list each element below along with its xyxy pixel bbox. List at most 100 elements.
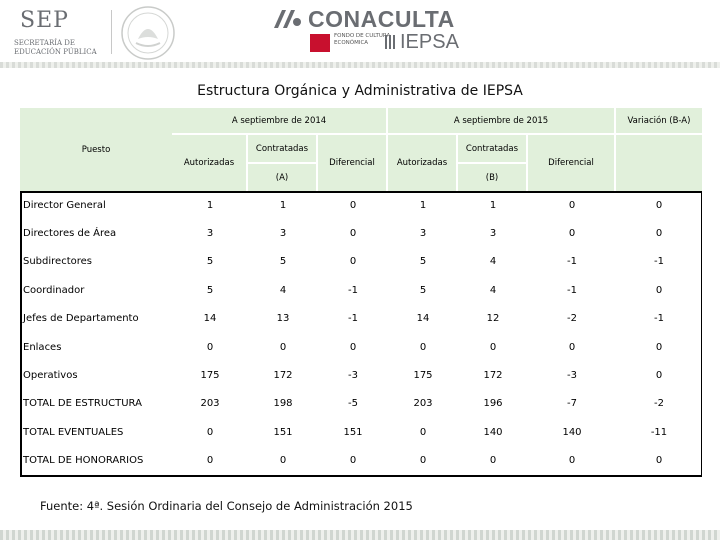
row-value: 0 bbox=[489, 341, 497, 353]
row-value: -1 bbox=[654, 256, 664, 268]
row-value: 3 bbox=[419, 227, 427, 239]
header-divider bbox=[111, 10, 112, 54]
row-label: Director General bbox=[23, 199, 106, 211]
row-value: 0 bbox=[349, 199, 357, 211]
row-value: 175 bbox=[413, 369, 433, 381]
header-autorizadas-2015: Autorizadas bbox=[388, 135, 456, 191]
row-value: -1 bbox=[567, 284, 577, 296]
row-value: 0 bbox=[568, 341, 576, 353]
row-value: 0 bbox=[655, 227, 663, 239]
row-value: -1 bbox=[567, 256, 577, 268]
row-value: -1 bbox=[348, 313, 358, 325]
table-row: Subdirectores 5 5 0 5 4 -1 -1 bbox=[20, 248, 702, 278]
mexico-seal-icon bbox=[121, 6, 175, 60]
row-value: 3 bbox=[279, 227, 287, 239]
header-stripe bbox=[0, 62, 720, 68]
row-value: 5 bbox=[419, 256, 427, 268]
row-value: 1 bbox=[419, 199, 427, 211]
row-value: -11 bbox=[650, 426, 668, 438]
row-value: 0 bbox=[349, 341, 357, 353]
row-value: 0 bbox=[655, 369, 663, 381]
row-value: 0 bbox=[419, 455, 427, 467]
row-value: 140 bbox=[562, 426, 582, 438]
structure-table: Puesto A septiembre de 2014 A septiembre… bbox=[20, 108, 702, 478]
row-value: 0 bbox=[568, 227, 576, 239]
row-label: Enlaces bbox=[23, 341, 62, 353]
row-value: -3 bbox=[348, 369, 358, 381]
table-left-rule bbox=[20, 191, 22, 475]
row-value: 5 bbox=[206, 284, 214, 296]
row-value: 0 bbox=[655, 341, 663, 353]
table-top-rule bbox=[20, 191, 702, 193]
row-value: 1 bbox=[489, 199, 497, 211]
row-value: -3 bbox=[567, 369, 577, 381]
row-value: 172 bbox=[273, 369, 293, 381]
row-value: 0 bbox=[279, 341, 287, 353]
row-value: 151 bbox=[343, 426, 363, 438]
footer-stripe bbox=[0, 530, 720, 540]
page-title: Estructura Orgánica y Administrativa de … bbox=[197, 83, 523, 99]
row-value: 0 bbox=[655, 199, 663, 211]
row-value: 0 bbox=[349, 227, 357, 239]
table-bottom-rule bbox=[20, 475, 702, 477]
header-variacion: Variación (B-A) bbox=[616, 108, 702, 133]
row-value: 172 bbox=[483, 369, 503, 381]
header-puesto: Puesto bbox=[20, 108, 172, 191]
row-value: 196 bbox=[483, 398, 503, 410]
conaculta-name: CONACULTA bbox=[308, 6, 455, 32]
row-label: Operativos bbox=[23, 369, 78, 381]
table-row: Coordinador 5 4 -1 5 4 -1 0 bbox=[20, 276, 702, 306]
row-value: 14 bbox=[203, 313, 217, 325]
table-row: Jefes de Departamento 14 13 -1 14 12 -2 -1 bbox=[20, 305, 702, 334]
table-right-rule bbox=[700, 191, 702, 475]
header-diferencial-2015: Diferencial bbox=[528, 135, 614, 191]
conaculta-icon bbox=[274, 10, 301, 28]
row-value: 0 bbox=[279, 455, 287, 467]
row-label: TOTAL DE HONORARIOS bbox=[23, 455, 144, 467]
row-value: 5 bbox=[279, 256, 287, 268]
sep-name: SEP bbox=[20, 8, 69, 33]
header-contratadas-2014-tag: (A) bbox=[248, 164, 316, 191]
row-value: -7 bbox=[567, 398, 577, 410]
row-label: TOTAL EVENTUALES bbox=[23, 426, 124, 438]
header-diferencial-2014: Diferencial bbox=[318, 135, 386, 191]
row-label: Subdirectores bbox=[23, 256, 92, 268]
header-contratadas-2015: Contratadas bbox=[458, 135, 526, 162]
row-label: TOTAL DE ESTRUCTURA bbox=[23, 398, 142, 410]
row-value: 3 bbox=[206, 227, 214, 239]
row-value: 0 bbox=[655, 284, 663, 296]
table-row: Director General 1 1 0 1 1 0 0 bbox=[20, 191, 702, 221]
header-contratadas-2015-tag: (B) bbox=[458, 164, 526, 191]
row-value: -2 bbox=[567, 313, 577, 325]
row-value: 0 bbox=[349, 256, 357, 268]
row-value: 4 bbox=[489, 256, 497, 268]
row-value: 0 bbox=[568, 455, 576, 467]
fondo-cultura-icon bbox=[310, 34, 330, 52]
row-value: 0 bbox=[206, 455, 214, 467]
row-value: -2 bbox=[654, 398, 664, 410]
header-variacion-blank bbox=[616, 135, 702, 191]
row-value: 1 bbox=[279, 199, 287, 211]
row-value: 13 bbox=[276, 313, 290, 325]
table-row: TOTAL EVENTUALES 0 151 151 0 140 140 -11 bbox=[20, 418, 702, 448]
row-value: 0 bbox=[419, 426, 427, 438]
row-value: 0 bbox=[349, 455, 357, 467]
table-row: TOTAL DE HONORARIOS 0 0 0 0 0 0 0 bbox=[20, 447, 702, 476]
table-row: Enlaces 0 0 0 0 0 0 0 bbox=[20, 333, 702, 363]
table-row: Operativos 175 172 -3 175 172 -3 0 bbox=[20, 361, 702, 391]
row-value: 198 bbox=[273, 398, 293, 410]
row-value: 175 bbox=[200, 369, 220, 381]
row-value: 0 bbox=[568, 199, 576, 211]
row-value: 203 bbox=[200, 398, 220, 410]
row-value: 151 bbox=[273, 426, 293, 438]
row-value: 14 bbox=[416, 313, 430, 325]
sep-subtitle-1: SECRETARÍA DE bbox=[14, 39, 76, 47]
row-value: -5 bbox=[348, 398, 358, 410]
row-value: 0 bbox=[489, 455, 497, 467]
page-header: SEP SECRETARÍA DE EDUCACIÓN PÚBLICA CONA… bbox=[0, 0, 720, 62]
row-value: 1 bbox=[206, 199, 214, 211]
row-value: 3 bbox=[489, 227, 497, 239]
row-value: 5 bbox=[206, 256, 214, 268]
row-value: -1 bbox=[654, 313, 664, 325]
header-autorizadas-2014: Autorizadas bbox=[172, 135, 246, 191]
